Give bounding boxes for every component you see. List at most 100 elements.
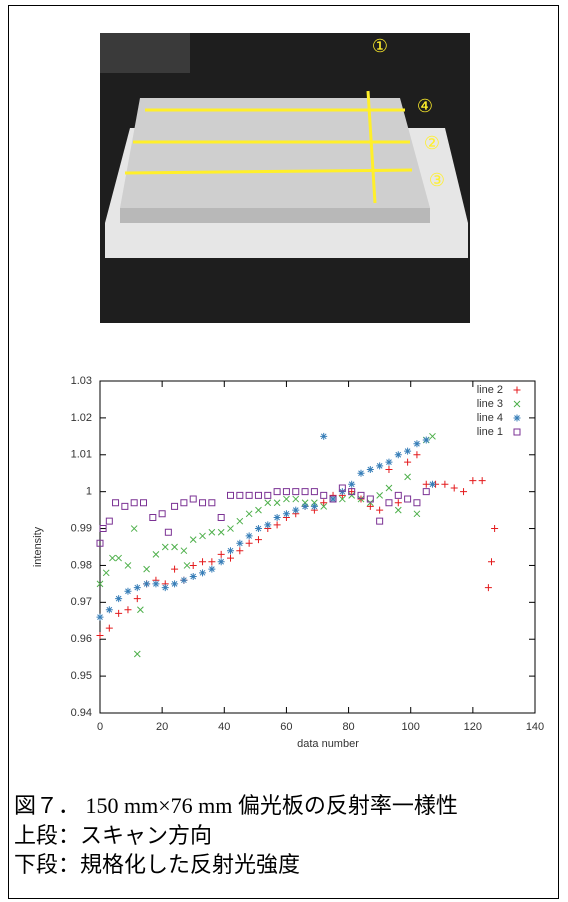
- data-point: [385, 466, 393, 474]
- data-point: [310, 502, 318, 510]
- y-tick-label: 1.02: [71, 412, 92, 424]
- scan-line: [366, 90, 377, 204]
- data-point: [254, 491, 262, 499]
- photo-label: ②: [424, 133, 440, 153]
- x-tick-label: 20: [156, 721, 168, 733]
- data-point: [236, 547, 244, 555]
- data-point: [292, 506, 300, 514]
- data-point: [429, 432, 436, 440]
- data-point: [348, 488, 356, 496]
- data-point: [273, 521, 281, 529]
- data-point: [413, 440, 421, 448]
- scan-line: [124, 168, 413, 175]
- data-point: [491, 525, 499, 533]
- photo: ① ④ ② ③: [100, 33, 470, 323]
- legend-marker: [513, 400, 521, 408]
- data-point: [208, 565, 216, 573]
- data-point: [115, 595, 123, 603]
- data-point: [180, 499, 188, 507]
- data-point: [348, 488, 356, 496]
- data-point: [245, 532, 253, 540]
- data-point: [199, 569, 207, 577]
- data-point: [236, 517, 244, 525]
- legend-label: line 1: [477, 426, 503, 438]
- x-tick-label: 60: [280, 721, 292, 733]
- data-point: [96, 580, 104, 588]
- x-tick-label: 120: [464, 721, 482, 733]
- data-point: [413, 510, 421, 518]
- data-point: [245, 491, 253, 499]
- y-tick-label: 0.96: [71, 633, 92, 645]
- data-point: [376, 462, 384, 470]
- x-tick-label: 140: [526, 721, 544, 733]
- data-point: [208, 528, 216, 536]
- data-point: [171, 502, 179, 510]
- data-point: [130, 525, 138, 532]
- data-point: [217, 550, 225, 558]
- caption-line: 図７． 150 mm×76 mm 偏光板の反射率一様性: [14, 793, 458, 818]
- plate-side: [120, 208, 430, 223]
- data-point: [385, 458, 393, 466]
- data-point: [394, 506, 402, 514]
- y-tick-label: 0.98: [71, 559, 92, 571]
- data-point: [143, 565, 150, 573]
- y-tick-label: 1.03: [71, 375, 92, 387]
- legend-label: line 2: [477, 384, 503, 396]
- data-point: [282, 488, 290, 496]
- data-point: [199, 532, 206, 540]
- data-point: [301, 502, 309, 510]
- data-point: [404, 473, 411, 481]
- data-point: [366, 502, 374, 510]
- data-point: [273, 488, 281, 496]
- data-point: [183, 562, 191, 569]
- data-point: [366, 499, 374, 507]
- data-point: [217, 513, 225, 521]
- data-point: [133, 584, 141, 592]
- data-point: [140, 499, 147, 507]
- plate-top: [120, 98, 430, 208]
- data-point: [292, 488, 300, 496]
- data-point: [121, 502, 129, 510]
- data-point: [105, 624, 113, 632]
- plot-frame: [99, 380, 536, 714]
- legend-marker: [513, 386, 521, 394]
- data-point: [96, 539, 104, 547]
- data-point: [152, 580, 160, 588]
- photo-label: ①: [372, 36, 388, 56]
- data-point: [180, 547, 188, 555]
- data-point: [422, 488, 430, 496]
- data-point: [158, 510, 166, 518]
- data-point: [112, 499, 120, 507]
- x-tick-label: 100: [402, 721, 420, 733]
- data-point: [264, 521, 272, 529]
- data-point: [385, 484, 393, 492]
- photo-label: ③: [429, 170, 445, 190]
- data-point: [180, 576, 188, 584]
- data-point: [404, 458, 412, 466]
- x-tick-label: 0: [97, 721, 103, 733]
- data-point: [441, 480, 449, 488]
- data-point: [189, 495, 197, 503]
- data-point: [428, 480, 436, 488]
- data-point: [124, 562, 132, 569]
- data-point: [254, 536, 262, 544]
- data-point: [320, 432, 328, 440]
- data-point: [130, 499, 138, 507]
- legend-label: line 4: [477, 412, 503, 424]
- data-point: [376, 492, 383, 499]
- data-point: [273, 513, 281, 521]
- y-tick-label: 1.01: [71, 449, 92, 461]
- y-tick-label: 0.99: [71, 522, 92, 534]
- data-point: [105, 517, 113, 525]
- data-point: [338, 484, 346, 492]
- data-point: [164, 528, 172, 536]
- data-point: [376, 506, 384, 514]
- data-point: [149, 513, 157, 521]
- y-tick-label: 0.95: [71, 670, 92, 682]
- data-point: [161, 584, 169, 592]
- data-point: [422, 436, 430, 444]
- data-point: [171, 565, 179, 573]
- data-point: [96, 613, 104, 621]
- data-point: [478, 477, 486, 485]
